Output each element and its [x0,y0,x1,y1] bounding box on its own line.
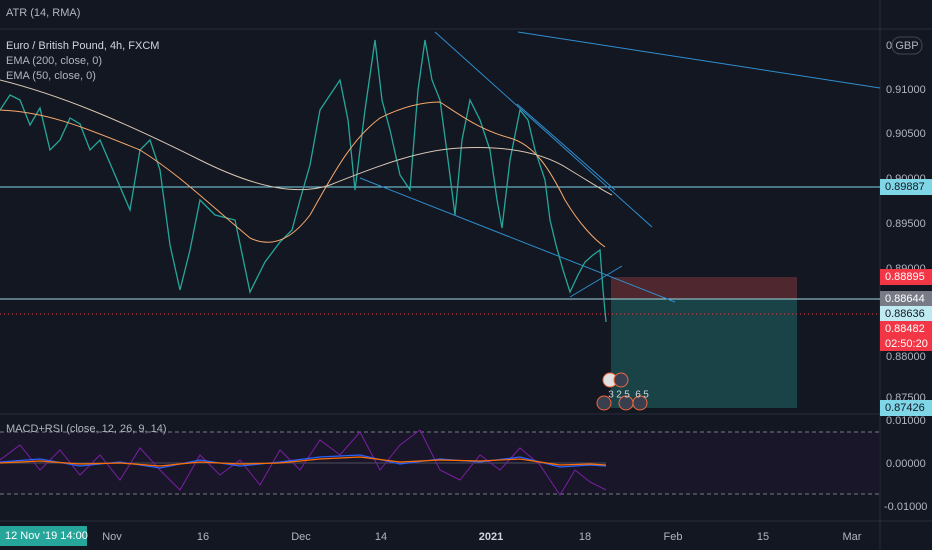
event-count: 2 [616,390,622,401]
trend-line [569,265,623,298]
macd-tick: 0.01000 [886,415,926,427]
atr-label: ATR (14, RMA) [6,7,80,19]
indicator-label: EMA (50, close, 0) [6,70,96,82]
badge-bg [880,291,932,307]
event-count: 3 [608,390,614,401]
target-zone [611,299,797,408]
currency-text[interactable]: GBP [895,40,918,52]
time-tick: Dec [291,531,311,543]
ema-50 [0,101,606,248]
time-tick: 15 [757,531,769,543]
price-badge: 0.88644 [885,293,925,305]
symbol-label: Euro / British Pound, 4h, FXCM [6,40,159,52]
price-tick: 0.88000 [886,351,926,363]
event-icon[interactable] [613,372,629,388]
badge-bg [880,306,932,322]
event-icon[interactable] [632,395,648,411]
time-tick: 18 [579,531,591,543]
cursor-date-bg [0,526,87,546]
macd-tick: -0.01000 [884,501,927,513]
cursor-date: 12 Nov '19 14:00 [5,530,88,542]
price-tick: 0.90500 [886,128,926,140]
time-tick: Mar [843,531,862,543]
partial-price: 0 [886,40,892,52]
countdown: 02:50:20 [885,338,928,350]
macd-label: MACD+RSI (close, 12, 26, 9, 14) [6,423,166,435]
macd-tick: 0.00000 [886,458,926,470]
stop-zone [611,277,797,299]
event-count: 6 [635,390,641,401]
price-badge: 0.88895 [885,271,925,283]
trend-line [517,31,881,89]
event-icon[interactable] [596,395,612,411]
price-badge: 0.87426 [885,402,925,414]
time-tick: 16 [197,531,209,543]
rsi-line [0,429,607,496]
time-tick: Feb [664,531,683,543]
trend-line [434,31,653,228]
event-count: 5 [643,390,649,401]
ema-200 [0,79,613,196]
signal-line [0,456,607,467]
trend-line [516,103,616,191]
time-tick: 2021 [479,531,503,543]
price-badge: 0.88636 [885,308,925,320]
price-badge: 0.88482 [885,323,925,335]
badge-bg [880,179,932,195]
time-tick: Nov [102,531,122,543]
price-tick: 0.91000 [886,84,926,96]
currency-button[interactable] [891,36,923,55]
price-badge: 0.89887 [885,181,925,193]
badge-bg [880,321,932,351]
trend-line [359,177,676,303]
event-count: 5 [624,390,630,401]
indicator-label: EMA (200, close, 0) [6,55,102,67]
price-tick: 0.89500 [886,218,926,230]
time-tick: 14 [375,531,387,543]
badge-bg [880,400,932,416]
badge-bg [880,269,932,285]
